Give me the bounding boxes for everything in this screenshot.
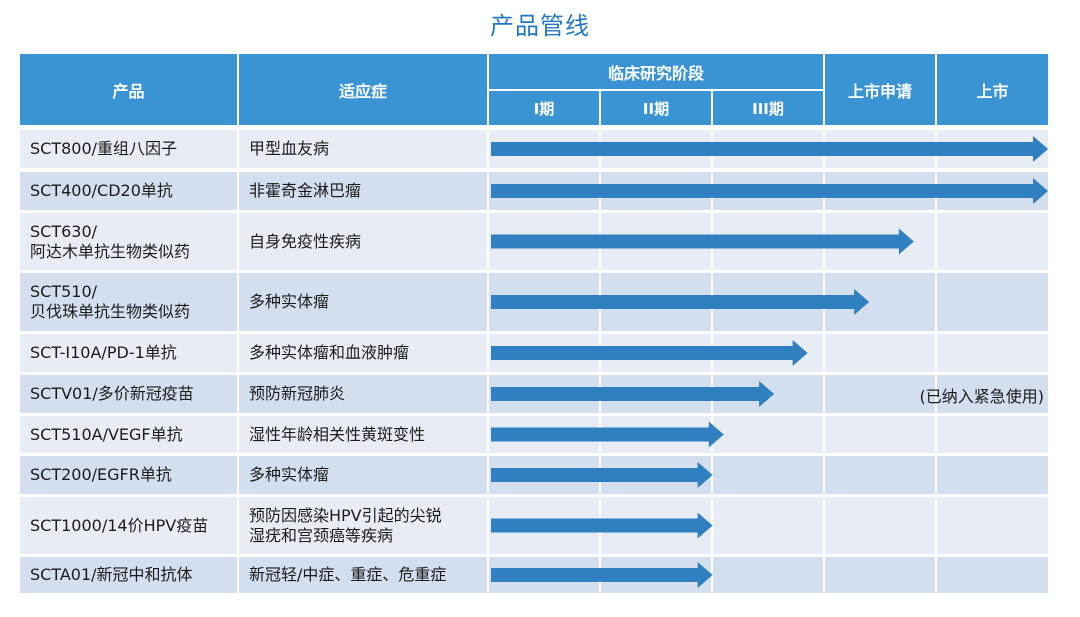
row-product: SCTA01/新冠中和抗体 <box>20 557 237 593</box>
row-stage-cell <box>825 416 935 453</box>
row-product: SCT510A/VEGF单抗 <box>20 416 237 453</box>
header-market: 上市 <box>937 54 1048 125</box>
row-stage-cell <box>937 416 1048 453</box>
row-stage-cell <box>713 557 823 593</box>
row-indication: 甲型血友病 <box>239 130 487 168</box>
row-product: SCT1000/14价HPV疫苗 <box>20 497 237 554</box>
pipeline-arrow-bar <box>491 178 1048 204</box>
pipeline-arrow-bar <box>491 381 775 407</box>
header-application: 上市申请 <box>825 54 935 125</box>
pipeline-arrow-bar <box>491 340 808 366</box>
row-indication: 预防新冠肺炎 <box>239 375 487 413</box>
row-indication: 多种实体瘤 <box>239 273 487 331</box>
pipeline-arrow-bar <box>491 228 914 255</box>
row-stage-cell <box>937 334 1048 372</box>
row-indication: 多种实体瘤 <box>239 456 487 494</box>
row-note: (已纳入紧急使用) <box>919 387 1045 406</box>
row-product: SCT400/CD20单抗 <box>20 172 237 210</box>
pipeline-arrow-bar <box>491 512 713 539</box>
row-stage-cell <box>713 456 823 494</box>
header-product: 产品 <box>20 54 237 125</box>
row-indication: 自身免疫性疾病 <box>239 213 487 270</box>
row-stage-cell <box>713 497 823 554</box>
row-stage-cell <box>825 375 935 413</box>
pipeline-arrow-bar <box>491 136 1048 162</box>
row-stage-cell <box>825 497 935 554</box>
row-stage-cell <box>825 557 935 593</box>
row-product: SCT800/重组八因子 <box>20 130 237 168</box>
row-indication: 非霍奇金淋巴瘤 <box>239 172 487 210</box>
pipeline-arrow-bar <box>491 289 870 315</box>
row-indication: 多种实体瘤和血液肿瘤 <box>239 334 487 372</box>
row-product: SCT630/ 阿达木单抗生物类似药 <box>20 213 237 270</box>
row-stage-cell <box>713 416 823 453</box>
header-clinical-stage: 临床研究阶段 <box>489 54 823 89</box>
row-product: SCT200/EGFR单抗 <box>20 456 237 494</box>
pipeline-arrow-bar <box>491 562 713 588</box>
header-phase2: II期 <box>601 91 711 125</box>
page-title: 产品管线 <box>490 12 590 40</box>
pipeline-arrow-bar <box>491 421 724 448</box>
row-stage-cell <box>937 497 1048 554</box>
pipeline-arrow-bar <box>491 462 713 488</box>
row-stage-cell <box>825 334 935 372</box>
row-indication: 湿性年龄相关性黄斑变性 <box>239 416 487 453</box>
row-indication: 新冠轻/中症、重症、危重症 <box>239 557 487 593</box>
row-product: SCT510/ 贝伐珠单抗生物类似药 <box>20 273 237 331</box>
row-product: SCT-I10A/PD-1单抗 <box>20 334 237 372</box>
header-indication: 适应症 <box>239 54 487 125</box>
row-indication: 预防因感染HPV引起的尖锐 湿疣和宫颈癌等疾病 <box>239 497 487 554</box>
row-stage-cell <box>937 557 1048 593</box>
header-phase3: III期 <box>713 91 823 125</box>
row-stage-cell <box>937 273 1048 331</box>
row-stage-cell <box>937 456 1048 494</box>
row-stage-cell <box>825 456 935 494</box>
header-phase1: I期 <box>489 91 599 125</box>
row-product: SCTV01/多价新冠疫苗 <box>20 375 237 413</box>
row-stage-cell <box>937 213 1048 270</box>
row-stage-cell <box>937 375 1048 413</box>
